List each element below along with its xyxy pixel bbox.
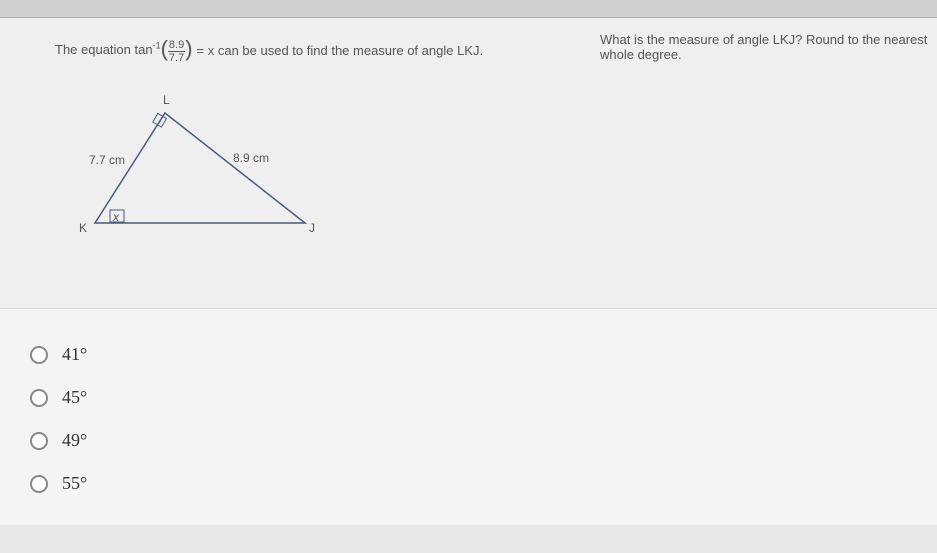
open-paren: ( — [161, 36, 168, 61]
option-row[interactable]: 55° — [30, 462, 907, 505]
eq-prefix: The equation tan — [55, 42, 153, 57]
radio-icon[interactable] — [30, 432, 48, 450]
option-row[interactable]: 49° — [30, 419, 907, 462]
eq-suffix: = x can be used to find the measure of a… — [197, 43, 484, 58]
radio-icon[interactable] — [30, 346, 48, 364]
top-bar — [0, 0, 937, 18]
option-row[interactable]: 45° — [30, 376, 907, 419]
fraction: 8.97.7 — [168, 39, 185, 64]
option-label: 45° — [62, 387, 87, 408]
vertex-L: L — [163, 93, 170, 107]
side-prompt: What is the measure of angle LKJ? Round … — [600, 32, 937, 62]
fraction-numerator: 8.9 — [168, 39, 185, 52]
angle-x-label: x — [113, 210, 119, 224]
side-LJ-label: 8.9 cm — [233, 151, 269, 165]
close-paren: ) — [185, 36, 192, 61]
option-row[interactable]: 41° — [30, 333, 907, 376]
side-LK-label: 7.7 cm — [89, 153, 125, 167]
answer-options: 41° 45° 49° 55° — [0, 308, 937, 525]
option-label: 41° — [62, 344, 87, 365]
option-label: 55° — [62, 473, 87, 494]
vertex-J: J — [309, 221, 315, 235]
radio-icon[interactable] — [30, 475, 48, 493]
option-label: 49° — [62, 430, 87, 451]
question-panel: The equation tan-1(8.97.7) = x can be us… — [0, 18, 937, 308]
fraction-denominator: 7.7 — [168, 52, 185, 64]
triangle-figure: L K J 7.7 cm 8.9 cm x — [75, 93, 335, 243]
radio-icon[interactable] — [30, 389, 48, 407]
vertex-K: K — [79, 221, 87, 235]
eq-superscript: -1 — [153, 41, 161, 51]
